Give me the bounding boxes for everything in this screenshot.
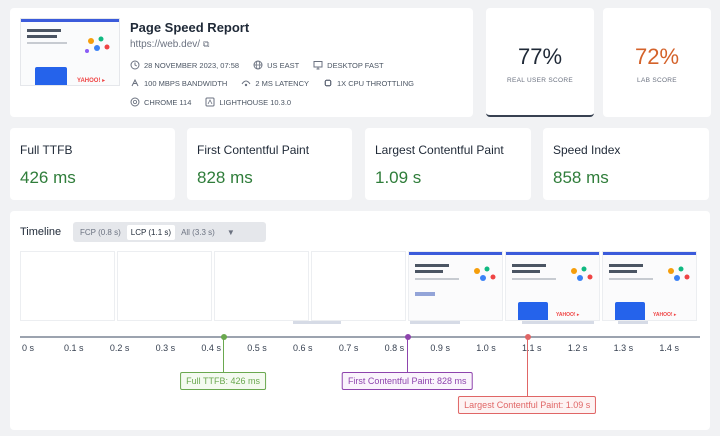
ttfb-marker-dot[interactable] bbox=[220, 334, 227, 340]
metric-card-fcp[interactable]: First Contentful Paint 828 ms bbox=[187, 128, 352, 200]
latency-icon bbox=[241, 78, 251, 88]
fcp-marker-dot[interactable] bbox=[404, 334, 411, 340]
tick-label: 0.2 s bbox=[109, 343, 130, 353]
filmstrip-frame[interactable] bbox=[311, 251, 406, 321]
metric-card-lcp[interactable]: Largest Contentful Paint 1.09 s bbox=[365, 128, 531, 200]
cpu-icon bbox=[323, 78, 333, 88]
metric-name: First Contentful Paint bbox=[197, 143, 310, 157]
request-bar bbox=[293, 321, 341, 324]
filmstrip-frame[interactable]: YAHOO! ▸ bbox=[505, 251, 600, 321]
real-user-score-card[interactable]: 77% REAL USER SCORE bbox=[486, 8, 594, 117]
test-device: DESKTOP FAST bbox=[327, 60, 384, 70]
report-title: Page Speed Report bbox=[130, 20, 250, 35]
test-cpu: 1X CPU THROTTLING bbox=[336, 78, 414, 88]
report-summary-card: YAHOO! ▸ Page Speed Report https://web.d… bbox=[10, 8, 473, 117]
tick-label: 1.3 s bbox=[613, 343, 634, 353]
filmstrip-frame[interactable] bbox=[408, 251, 503, 321]
request-bar bbox=[522, 321, 594, 324]
clock-icon bbox=[130, 60, 140, 70]
metric-name: Full TTFB bbox=[20, 143, 73, 157]
metric-value: 426 ms bbox=[20, 168, 76, 187]
metric-value: 1.09 s bbox=[375, 168, 422, 187]
logo-text: YAHOO! ▸ bbox=[653, 312, 677, 318]
metric-name: Speed Index bbox=[553, 143, 621, 157]
filmstrip-frame[interactable]: YAHOO! ▸ bbox=[602, 251, 697, 321]
tick-label: 1.1 s bbox=[522, 343, 542, 353]
report-url-link[interactable]: https://web.dev/⧉ bbox=[130, 39, 209, 50]
request-bar bbox=[410, 321, 460, 324]
filmstrip-frame[interactable] bbox=[117, 251, 212, 321]
external-link-icon[interactable]: ⧉ bbox=[203, 39, 210, 49]
test-meta-row: 100 MBPS BANDWIDTH 2 MS LATENCY 1X CPU T… bbox=[130, 78, 414, 88]
chrome-icon bbox=[130, 97, 140, 107]
tick-label: 1.0 s bbox=[476, 343, 496, 353]
bandwidth-icon bbox=[130, 78, 140, 88]
ttfb-marker-line bbox=[223, 337, 225, 372]
test-latency: 2 MS LATENCY bbox=[255, 78, 309, 88]
lab-score-label: LAB SCORE bbox=[637, 77, 677, 84]
timeline-range-selector: FCP (0.8 s) LCP (1.1 s) All (3.3 s) ▼ bbox=[73, 222, 266, 242]
tick-label: 0.3 s bbox=[155, 343, 176, 353]
filmstrip-frame[interactable] bbox=[20, 251, 115, 321]
tick-label: 0.7 s bbox=[338, 343, 359, 353]
tick-label: 0.8 s bbox=[384, 343, 405, 353]
lcp-marker-label[interactable]: Largest Contentful Paint: 1.09 s bbox=[458, 396, 597, 414]
timeline-card: Timeline FCP (0.8 s) LCP (1.1 s) All (3.… bbox=[10, 211, 710, 430]
lcp-marker-line bbox=[527, 337, 529, 396]
ttfb-marker-label[interactable]: Full TTFB: 426 ms bbox=[180, 372, 267, 390]
monitor-icon bbox=[313, 60, 323, 70]
metric-card-speed-index[interactable]: Speed Index 858 ms bbox=[543, 128, 709, 200]
tick-label: 0.9 s bbox=[430, 343, 450, 353]
fcp-marker-line bbox=[407, 337, 409, 372]
metric-name: Largest Contentful Paint bbox=[375, 143, 504, 157]
chevron-down-icon[interactable]: ▼ bbox=[226, 227, 235, 237]
test-meta-row: 28 NOVEMBER 2023, 07:58 US EAST DESKTOP … bbox=[130, 60, 384, 70]
globe-icon bbox=[253, 60, 263, 70]
range-option-fcp[interactable]: FCP (0.8 s) bbox=[80, 227, 121, 237]
tick-label: 0.4 s bbox=[201, 343, 221, 353]
tick-label: 1.2 s bbox=[567, 343, 588, 353]
logo-text: YAHOO! ▸ bbox=[77, 78, 106, 84]
request-bar bbox=[618, 321, 648, 324]
tick-label: 1.4 s bbox=[659, 343, 679, 353]
test-meta-row: CHROME 114 LIGHTHOUSE 10.3.0 bbox=[130, 97, 291, 107]
timeline-title: Timeline bbox=[20, 226, 62, 238]
metric-value: 858 ms bbox=[553, 168, 609, 187]
report-url: https://web.dev/ bbox=[130, 39, 201, 50]
metric-card-ttfb[interactable]: Full TTFB 426 ms bbox=[10, 128, 175, 200]
real-user-score-label: REAL USER SCORE bbox=[506, 77, 574, 84]
fcp-marker-label[interactable]: First Contentful Paint: 828 ms bbox=[341, 372, 473, 390]
tick-label: 0 s bbox=[21, 343, 35, 353]
real-user-score-value: 77% bbox=[517, 44, 563, 69]
tick-label: 0.1 s bbox=[64, 343, 84, 353]
lab-score-card[interactable]: 72% LAB SCORE bbox=[603, 8, 711, 117]
lighthouse-icon bbox=[205, 97, 215, 107]
test-location: US EAST bbox=[267, 60, 300, 70]
page-screenshot-thumbnail[interactable]: YAHOO! ▸ bbox=[20, 18, 120, 86]
filmstrip-frame[interactable] bbox=[214, 251, 309, 321]
range-option-lcp[interactable]: LCP (1.1 s) bbox=[126, 224, 176, 240]
metric-value: 828 ms bbox=[197, 168, 253, 187]
test-bandwidth: 100 MBPS BANDWIDTH bbox=[144, 78, 228, 88]
timeline-axis bbox=[20, 336, 700, 338]
test-lighthouse-version: LIGHTHOUSE 10.3.0 bbox=[219, 97, 292, 107]
logo-text: YAHOO! ▸ bbox=[556, 312, 580, 318]
tick-label: 0.6 s bbox=[293, 343, 313, 353]
lab-score-value: 72% bbox=[634, 44, 680, 69]
lcp-marker-dot[interactable] bbox=[524, 334, 531, 340]
test-date: 28 NOVEMBER 2023, 07:58 bbox=[144, 60, 240, 70]
test-browser: CHROME 114 bbox=[144, 97, 192, 107]
tick-label: 0.5 s bbox=[247, 343, 267, 353]
range-option-all[interactable]: All (3.3 s) bbox=[181, 227, 215, 237]
